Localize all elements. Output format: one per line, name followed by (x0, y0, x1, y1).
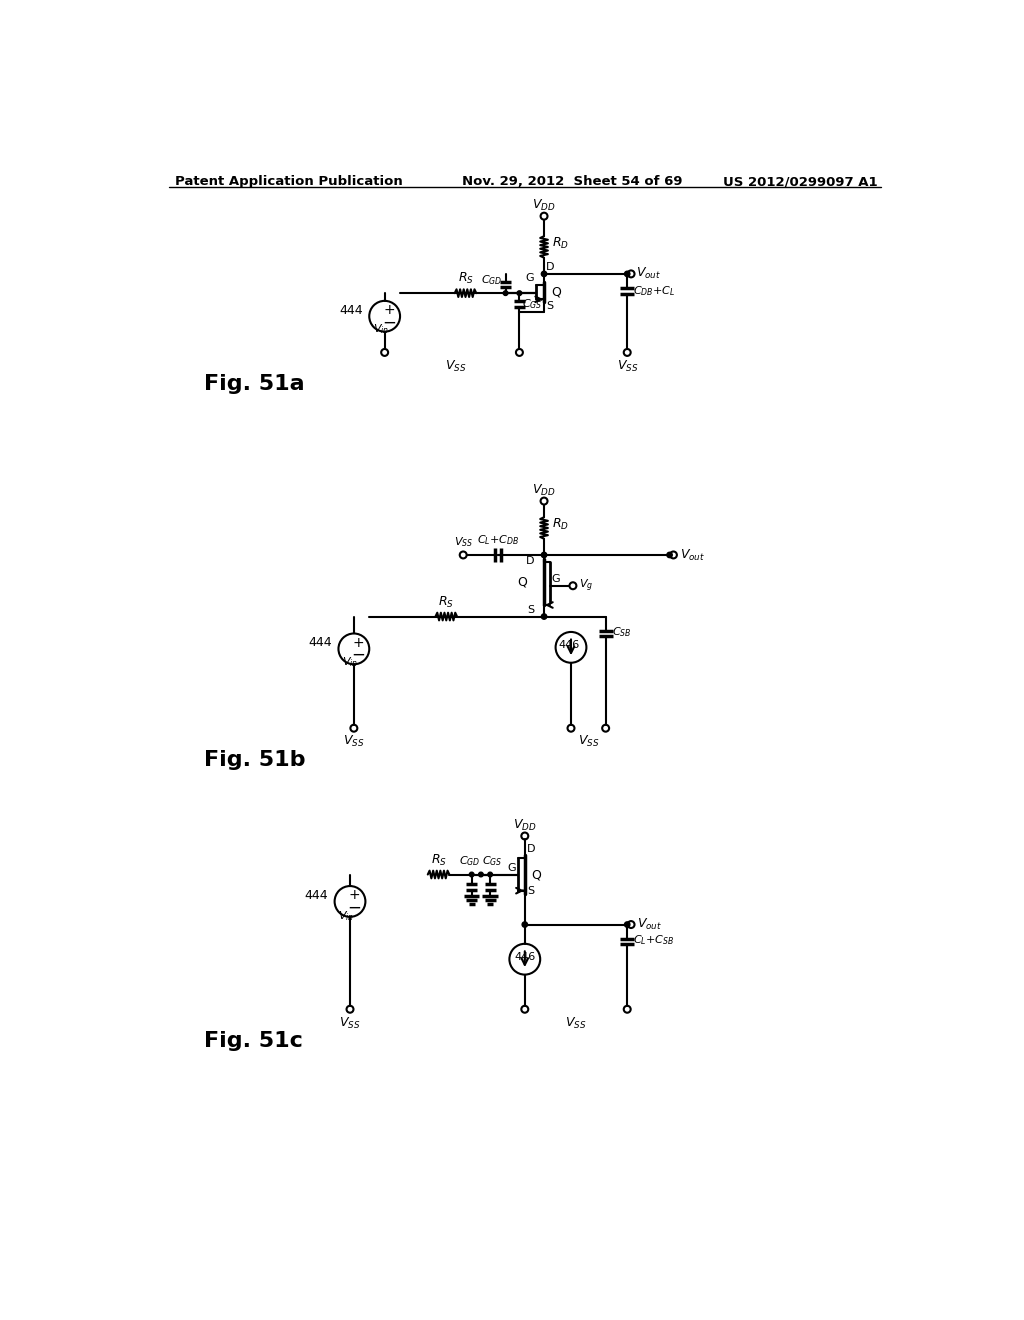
Text: +: + (349, 888, 360, 903)
Text: $V_{SS}$: $V_{SS}$ (454, 535, 473, 549)
Text: 444: 444 (305, 888, 329, 902)
Text: $V_{DD}$: $V_{DD}$ (513, 818, 537, 833)
Text: $C_{GD}$: $C_{GD}$ (481, 273, 503, 286)
Circle shape (542, 271, 547, 277)
Text: D: D (526, 557, 535, 566)
Text: $R_D$: $R_D$ (552, 516, 568, 532)
Text: $V_{DD}$: $V_{DD}$ (532, 483, 556, 498)
Text: 446: 446 (558, 640, 580, 649)
Text: 444: 444 (308, 636, 333, 649)
Text: S: S (547, 301, 554, 312)
Text: $V_{out}$: $V_{out}$ (637, 917, 663, 932)
Circle shape (503, 290, 508, 296)
Text: Q: Q (517, 576, 527, 589)
Text: +: + (383, 304, 395, 317)
Text: Patent Application Publication: Patent Application Publication (175, 176, 403, 189)
Text: $V_{out}$: $V_{out}$ (637, 267, 662, 281)
Text: $R_S$: $R_S$ (458, 271, 473, 286)
Text: Fig. 51a: Fig. 51a (204, 374, 304, 393)
Text: 444: 444 (340, 304, 364, 317)
Text: $R_S$: $R_S$ (430, 853, 446, 867)
Text: $V_{in}$: $V_{in}$ (338, 909, 354, 923)
Circle shape (625, 271, 630, 277)
Circle shape (469, 873, 474, 876)
Text: $C_{GD}$: $C_{GD}$ (459, 854, 480, 869)
Text: $C_{SB}$: $C_{SB}$ (611, 626, 632, 639)
Text: D: D (527, 843, 536, 854)
Text: $C_L$+$C_{SB}$: $C_L$+$C_{SB}$ (634, 933, 675, 946)
Text: $C_L$+$C_{DB}$: $C_L$+$C_{DB}$ (477, 533, 519, 548)
Text: $V_{SS}$: $V_{SS}$ (343, 734, 365, 750)
Text: $V_{in}$: $V_{in}$ (342, 655, 358, 669)
Text: $V_{SS}$: $V_{SS}$ (565, 1015, 587, 1031)
Text: $V_{SS}$: $V_{SS}$ (616, 359, 638, 374)
Text: Q: Q (531, 869, 541, 880)
Text: $V_{SS}$: $V_{SS}$ (339, 1015, 360, 1031)
Text: +: + (352, 636, 365, 649)
Text: Q: Q (552, 285, 561, 298)
Circle shape (542, 614, 547, 619)
Circle shape (667, 552, 672, 557)
Text: $V_{out}$: $V_{out}$ (680, 548, 705, 562)
Text: $V_g$: $V_g$ (579, 578, 593, 594)
Text: S: S (527, 886, 535, 896)
Circle shape (487, 873, 493, 876)
Text: Fig. 51c: Fig. 51c (204, 1031, 302, 1051)
Text: $V_{SS}$: $V_{SS}$ (578, 734, 599, 750)
Text: −: − (348, 899, 361, 916)
Text: $V_{SS}$: $V_{SS}$ (445, 359, 467, 374)
Text: $C_{GS}$: $C_{GS}$ (482, 854, 503, 869)
Circle shape (542, 552, 547, 557)
Text: −: − (382, 313, 396, 331)
Circle shape (478, 873, 483, 876)
Text: $C_{DB}$+$C_L$: $C_{DB}$+$C_L$ (634, 284, 676, 298)
Text: S: S (527, 605, 535, 615)
Text: $V_{DD}$: $V_{DD}$ (532, 198, 556, 213)
Text: G: G (507, 863, 515, 873)
Text: 446: 446 (514, 952, 536, 962)
Text: Nov. 29, 2012  Sheet 54 of 69: Nov. 29, 2012 Sheet 54 of 69 (462, 176, 682, 189)
Text: G: G (525, 273, 535, 284)
Circle shape (625, 921, 630, 927)
Text: G: G (552, 574, 560, 585)
Text: $V_{in}$: $V_{in}$ (373, 322, 389, 337)
Circle shape (517, 290, 521, 296)
Text: $C_{GS}$: $C_{GS}$ (522, 297, 543, 310)
Text: Fig. 51b: Fig. 51b (204, 750, 305, 770)
Text: $R_D$: $R_D$ (552, 235, 568, 251)
Text: −: − (351, 645, 366, 664)
Text: D: D (547, 263, 555, 272)
Text: US 2012/0299097 A1: US 2012/0299097 A1 (723, 176, 878, 189)
Circle shape (522, 921, 527, 927)
Text: $R_S$: $R_S$ (438, 594, 455, 610)
